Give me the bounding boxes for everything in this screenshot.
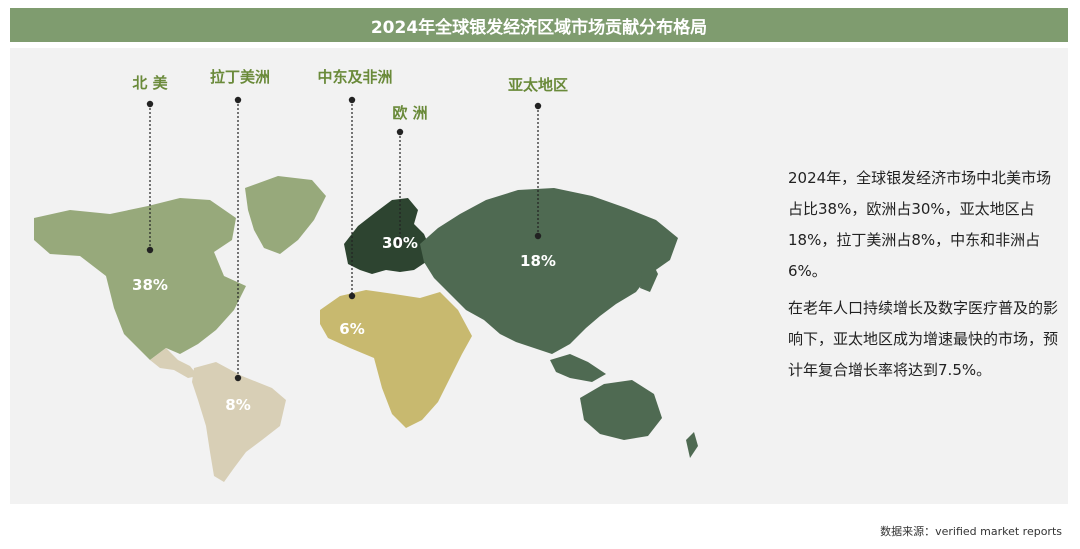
europe-shape — [344, 198, 430, 274]
world-map: 北 美 38% 欧 洲 30% 亚太地区 18% 拉丁美洲 8% 中东及非洲 6% — [34, 68, 698, 482]
europe-pin-dot — [396, 238, 404, 246]
middle-east-africa-region-label: 中东及非洲 — [317, 68, 392, 86]
new-zealand-shape — [686, 432, 698, 458]
europe-percent-label: 30% — [382, 234, 418, 252]
description-text: 2024年，全球银发经济市场中北美市场占比38%，欧洲占30%，亚太地区占18%… — [788, 163, 1058, 392]
north-america-region-label: 北 美 — [132, 74, 168, 92]
latin-america-shape — [192, 362, 286, 482]
europe-region-label: 欧 洲 — [392, 104, 427, 122]
latin-america-pin-top — [234, 96, 242, 104]
europe-pin-top — [396, 128, 404, 136]
middle-east-africa-percent-label: 6% — [339, 320, 364, 338]
asia-pacific-region-label: 亚太地区 — [508, 76, 568, 94]
central-america-shape — [150, 348, 198, 378]
latin-america-percent-label: 8% — [225, 396, 250, 414]
description-paragraph-2: 在老年人口持续增长及数字医疗普及的影响下，亚太地区成为增速最快的市场，预计年复合… — [788, 299, 1059, 379]
greenland-shape — [245, 176, 326, 254]
map-panel: 北 美 38% 欧 洲 30% 亚太地区 18% 拉丁美洲 8% 中东及非洲 6% 2024年，全… — [10, 48, 1068, 504]
north-america-percent-label: 38% — [132, 276, 168, 294]
asia-pacific-shape — [420, 188, 678, 354]
latin-america-region-label: 拉丁美洲 — [210, 68, 270, 86]
middle-east-africa-pin-top — [348, 96, 356, 104]
chart-title: 2024年全球银发经济区域市场贡献分布格局 — [10, 8, 1068, 42]
north-america-pin-dot — [146, 246, 154, 254]
australia-shape — [580, 380, 662, 440]
north-america-pin-top — [146, 100, 154, 108]
asia-pacific-pin-top — [534, 102, 542, 110]
middle-east-africa-pin-dot — [348, 292, 356, 300]
data-source: 数据来源：verified market reports — [880, 525, 1062, 538]
description-paragraph-1: 2024年，全球银发经济市场中北美市场占比38%，欧洲占30%，亚太地区占18%… — [788, 169, 1052, 280]
asia-pacific-pin-dot — [534, 232, 542, 240]
latin-america-pin-dot — [234, 374, 242, 382]
asia-pacific-percent-label: 18% — [520, 252, 556, 270]
north-america-shape — [34, 198, 246, 360]
southeast-asia-shape — [550, 354, 606, 382]
japan-shape — [640, 262, 658, 292]
africa-shape — [320, 290, 472, 428]
